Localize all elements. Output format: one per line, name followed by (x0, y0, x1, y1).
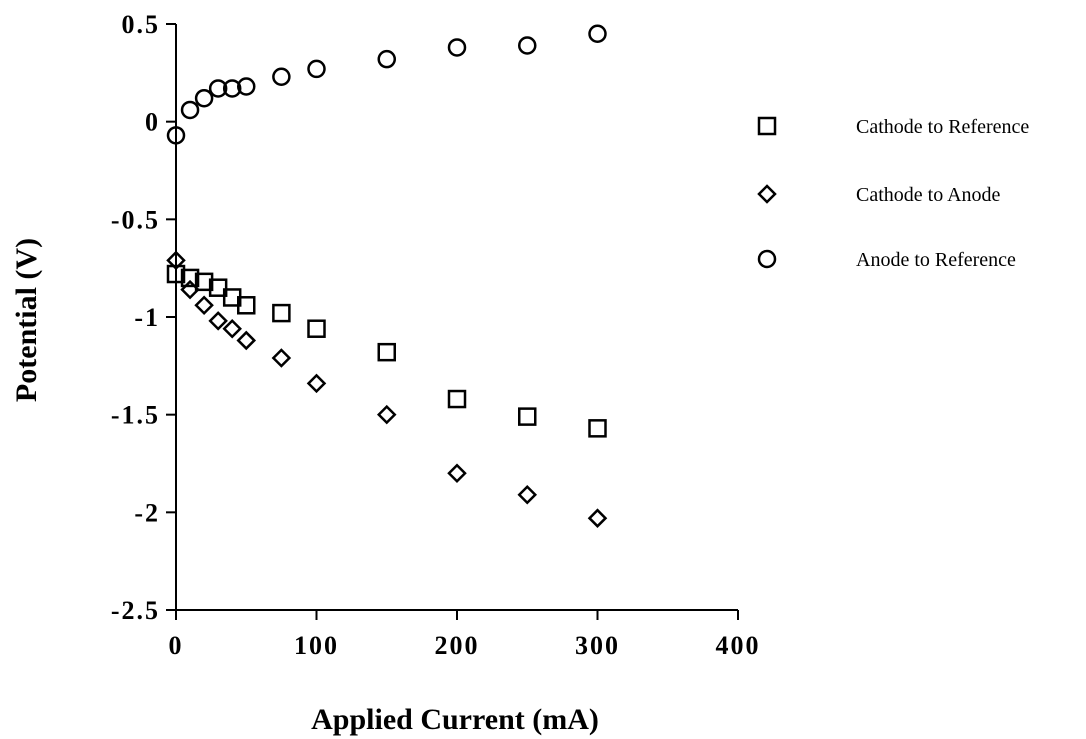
axis-frame (175, 24, 738, 611)
data-point (588, 24, 607, 44)
data-point (588, 419, 607, 438)
legend: Cathode to Reference Cathode to Anode Anod… (757, 116, 1029, 271)
x-tick-label: 0 (169, 631, 184, 660)
series-cathode-to-anode (166, 250, 608, 528)
legend-label: Cathode to Anode (856, 184, 1001, 206)
data-point (194, 88, 214, 108)
data-point (166, 264, 186, 284)
data-point (517, 484, 538, 505)
data-point (222, 318, 242, 339)
x-tick-label: 400 (716, 631, 761, 660)
series-cathode-to-reference (166, 264, 607, 438)
y-axis: 0.5 0 -0.5 -1 -1.5 -2 -2.5 (111, 10, 176, 625)
data-markers (166, 24, 608, 528)
x-axis-title: Applied Current (mA) (311, 703, 599, 736)
legend-item: Cathode to Reference (757, 116, 1029, 138)
data-point (447, 389, 467, 409)
data-point (208, 311, 228, 331)
data-point (518, 407, 537, 426)
data-point (194, 295, 214, 316)
data-point (236, 330, 257, 351)
y-tick-label: 0 (145, 108, 160, 137)
legend-label: Cathode to Reference (856, 116, 1029, 138)
data-point (271, 348, 292, 368)
x-tick-label: 200 (435, 631, 480, 660)
data-point (307, 59, 326, 79)
data-point (237, 296, 256, 315)
x-tick-label: 300 (575, 631, 620, 660)
data-point (208, 79, 228, 98)
data-point (194, 272, 214, 292)
data-point (180, 100, 200, 120)
data-point (272, 303, 291, 323)
data-point (377, 342, 396, 362)
data-point (166, 250, 186, 271)
y-tick-label: 0.5 (122, 10, 161, 39)
y-tick-label: -2.5 (111, 596, 160, 625)
legend-label: Anode to Reference (856, 249, 1016, 271)
data-point (376, 404, 397, 425)
series-anode-to-reference (166, 24, 607, 145)
data-point (180, 279, 200, 300)
data-point (306, 373, 327, 394)
legend-marker (757, 184, 777, 204)
y-tick-label: -2 (134, 498, 160, 527)
y-tick-label: -1 (134, 303, 160, 332)
data-point (272, 67, 291, 86)
data-point (166, 126, 186, 145)
x-axis: 0 100 200 300 400 (169, 610, 761, 660)
data-point (447, 463, 467, 484)
data-point (518, 36, 537, 55)
y-axis-title: Potential (V) (10, 238, 43, 402)
legend-marker (757, 249, 777, 269)
data-point (180, 268, 200, 288)
data-point (447, 38, 467, 57)
y-tick-label: -0.5 (111, 205, 160, 234)
data-point (377, 49, 396, 69)
data-point (208, 278, 228, 297)
legend-item: Anode to Reference (757, 249, 1016, 271)
legend-marker (757, 116, 777, 136)
data-point (222, 79, 242, 98)
data-point (587, 508, 608, 528)
x-tick-label: 100 (294, 631, 339, 660)
data-point (237, 77, 256, 96)
y-tick-label: -1.5 (111, 401, 160, 430)
data-point (307, 319, 326, 338)
legend-item: Cathode to Anode (757, 184, 1001, 206)
